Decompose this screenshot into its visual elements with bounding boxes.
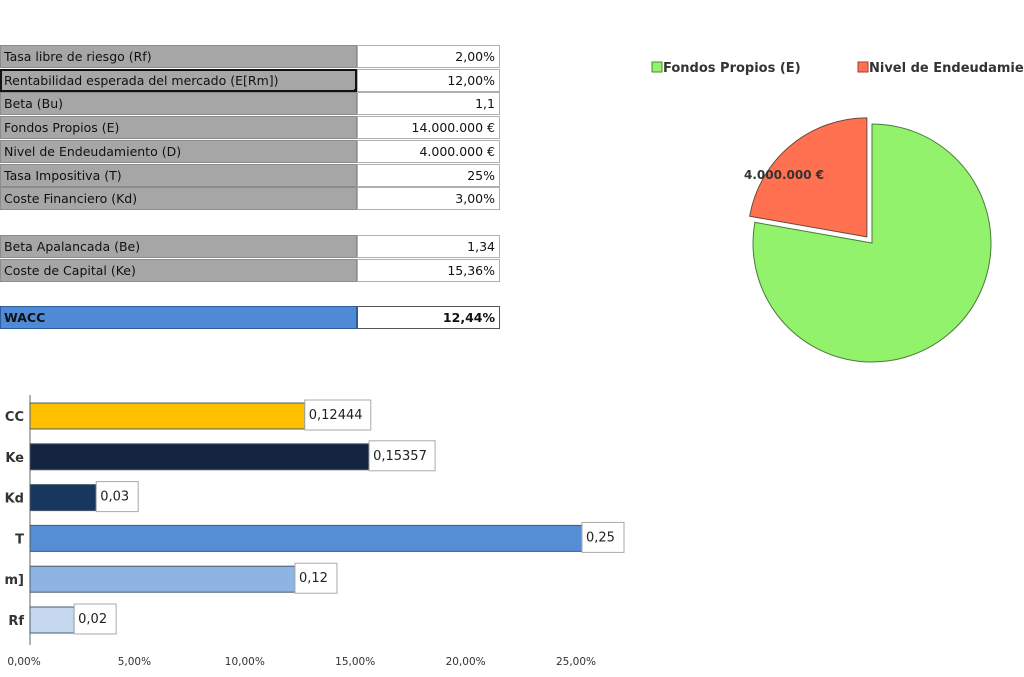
row-value-cell[interactable]: 25%: [357, 163, 500, 187]
row-value-cell[interactable]: 14.000.000 €: [357, 116, 500, 140]
data-label-box: [581, 521, 625, 553]
x-tick-label: 15,00%: [335, 656, 375, 668]
row-value-cell[interactable]: 2,00%: [357, 45, 500, 68]
category-label: m]: [5, 573, 25, 588]
pie-chart: Fondos Propios (E) Nivel de Endeudamie 4…: [651, 61, 1024, 363]
category-label: Rf: [8, 614, 24, 629]
x-tick-label: 0,00%: [7, 656, 40, 668]
data-label: 0,12: [299, 571, 328, 586]
category-label: CC: [5, 410, 24, 425]
pie-slice-debt: [749, 117, 868, 238]
row-value-cell[interactable]: 12,00%: [357, 68, 500, 92]
row-label-cell[interactable]: Coste Financiero (Kd): [0, 187, 357, 211]
bar: [29, 443, 370, 471]
row-label-cell[interactable]: Tasa Impositiva (T): [0, 163, 357, 187]
row-label-cell[interactable]: Nivel de Endeudamiento (D): [0, 139, 357, 163]
table-row: Tasa libre de riesgo (Rf) 2,00%: [0, 45, 500, 68]
legend-swatch-debt: [857, 61, 869, 73]
table-row: Beta (Bu) 1,1: [0, 92, 500, 116]
data-label-box: [368, 440, 436, 472]
bar: [29, 524, 583, 552]
category-label: T: [15, 532, 24, 547]
data-label-box: [304, 399, 372, 431]
bar: [29, 565, 296, 593]
legend-label-equity: Fondos Propios (E): [663, 61, 801, 76]
row-value-cell[interactable]: 4.000.000 €: [357, 139, 500, 163]
data-label: 0,03: [100, 490, 129, 505]
row-label-cell[interactable]: Beta Apalancada (Be): [0, 235, 357, 258]
table-row: Beta Apalancada (Be) 1,34: [0, 235, 500, 258]
bar-chart: CC 0,12444 Ke 0,15357 Kd 0,03 T 0,25 m] 0,12 Rf 0,0…: [5, 395, 625, 668]
bar: [29, 484, 97, 512]
data-label-box: [95, 481, 139, 513]
row-label-cell[interactable]: Beta (Bu): [0, 92, 357, 116]
x-tick-label: 20,00%: [446, 656, 486, 668]
row-label-cell[interactable]: Coste de Capital (Ke): [0, 258, 357, 282]
table-row: Rentabilidad esperada del mercado (E[Rm]…: [0, 68, 500, 92]
legend-swatch-equity: [651, 61, 663, 73]
data-label: 0,12444: [309, 408, 363, 423]
bar: [29, 606, 75, 634]
category-label: Kd: [5, 492, 24, 507]
bar: [29, 402, 306, 430]
data-label-box: [73, 603, 117, 635]
category-label: Ke: [5, 451, 24, 466]
data-label: 0,15357: [373, 449, 427, 464]
row-label-cell[interactable]: WACC: [0, 306, 357, 329]
x-tick-label: 10,00%: [225, 656, 265, 668]
table-row: WACC 12,44%: [0, 306, 500, 329]
row-value-cell[interactable]: 1,34: [357, 235, 500, 258]
data-label: 0,25: [586, 530, 615, 545]
row-value-cell[interactable]: 15,36%: [357, 258, 500, 282]
row-value-cell[interactable]: 3,00%: [357, 187, 500, 211]
table-row: Nivel de Endeudamiento (D) 4.000.000 €: [0, 139, 500, 163]
table-row: Coste de Capital (Ke) 15,36%: [0, 258, 500, 282]
data-label-box: [294, 562, 338, 594]
legend-label-debt: Nivel de Endeudamie: [869, 61, 1024, 76]
row-label-cell[interactable]: Rentabilidad esperada del mercado (E[Rm]…: [0, 68, 357, 92]
table-row: Fondos Propios (E) 14.000.000 €: [0, 116, 500, 140]
row-label-cell[interactable]: Fondos Propios (E): [0, 116, 357, 140]
data-label: 0,02: [78, 612, 107, 627]
pie-data-label-debt: 4.000.000 €: [744, 168, 824, 182]
table-row: Coste Financiero (Kd) 3,00%: [0, 187, 500, 211]
pie-slice-equity: [752, 123, 992, 363]
row-label-cell[interactable]: Tasa libre de riesgo (Rf): [0, 45, 357, 68]
row-value-cell[interactable]: 12,44%: [357, 306, 500, 329]
table-row: Tasa Impositiva (T) 25%: [0, 163, 500, 187]
row-value-cell[interactable]: 1,1: [357, 92, 500, 116]
x-tick-label: 5,00%: [118, 656, 151, 668]
x-tick-label: 25,00%: [556, 656, 596, 668]
